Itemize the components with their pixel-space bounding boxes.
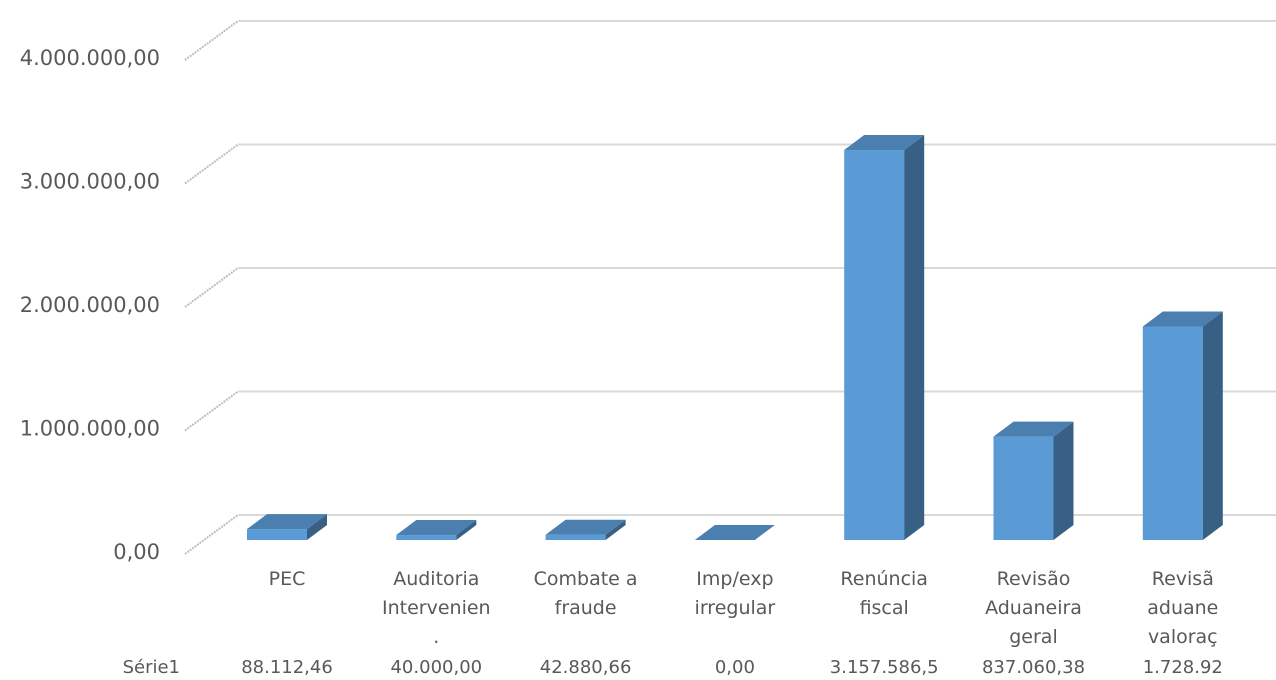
bar-side	[1053, 421, 1074, 540]
bar-top	[396, 520, 477, 536]
bar-top	[993, 421, 1074, 437]
data-table-value: 42.880,66	[540, 657, 632, 678]
bar	[247, 514, 327, 540]
bar-side	[605, 519, 626, 540]
bar-top	[545, 519, 626, 535]
bar-front	[1142, 326, 1203, 540]
bar-front	[247, 529, 307, 540]
bar-front	[844, 150, 905, 540]
category-labels: PEC Auditoria Intervenien . Combate a fraude I…	[269, 568, 1219, 648]
gridline-side	[184, 514, 239, 555]
data-table: 88.112,46 40.000,00 42.880,66 0,00 3.157.586…	[123, 657, 1223, 678]
category-label: Revisã aduane valoraç	[1147, 568, 1218, 648]
data-table-value: 0,00	[715, 657, 755, 678]
bar	[396, 520, 477, 540]
category-label: PEC	[269, 568, 306, 590]
bar-top	[694, 525, 775, 540]
data-table-value: 1.728.92	[1143, 657, 1223, 678]
bar	[694, 525, 775, 541]
bar-side	[456, 520, 477, 540]
y-tick-label: 0,00	[113, 540, 160, 564]
data-table-value: 3.157.586,5	[830, 657, 939, 678]
data-table-value: 40.000,00	[390, 657, 482, 678]
category-label: Revisão Aduaneira geral	[985, 568, 1082, 648]
gridline-side	[184, 20, 239, 61]
gridlines	[184, 20, 1276, 555]
bar	[993, 421, 1074, 540]
bar	[1142, 311, 1223, 540]
y-axis-tick-labels: 0,00 1.000.000,00 2.000.000,00 3.000.000,00…	[20, 46, 160, 564]
data-table-series-name: Série1	[123, 657, 180, 678]
bar	[844, 135, 925, 540]
bar-side	[307, 514, 327, 540]
y-tick-label: 4.000.000,00	[20, 46, 160, 70]
y-tick-label: 1.000.000,00	[20, 417, 160, 441]
gridline-side	[184, 267, 239, 308]
y-tick-label: 2.000.000,00	[20, 293, 160, 317]
bar-front	[545, 534, 606, 540]
category-label: Combate a fraude	[534, 568, 638, 619]
bar-side	[904, 135, 925, 540]
category-label: Imp/exp irregular	[695, 568, 776, 619]
bar-top	[844, 135, 925, 151]
category-label: Auditoria Intervenien.	[382, 568, 491, 648]
category-label: Renúncia fiscal	[840, 568, 928, 619]
bars	[247, 135, 1223, 541]
data-table-value: 837.060,38	[982, 657, 1085, 678]
gridline-side	[184, 143, 239, 185]
bar-side	[1202, 311, 1223, 540]
bar	[545, 519, 626, 540]
gridline-side	[184, 390, 239, 432]
bar-top	[1142, 311, 1223, 327]
bar-front	[993, 436, 1054, 540]
bar-top	[247, 514, 327, 530]
y-tick-label: 3.000.000,00	[20, 170, 160, 194]
data-table-value: 88.112,46	[241, 657, 333, 678]
bar-front	[396, 535, 457, 540]
